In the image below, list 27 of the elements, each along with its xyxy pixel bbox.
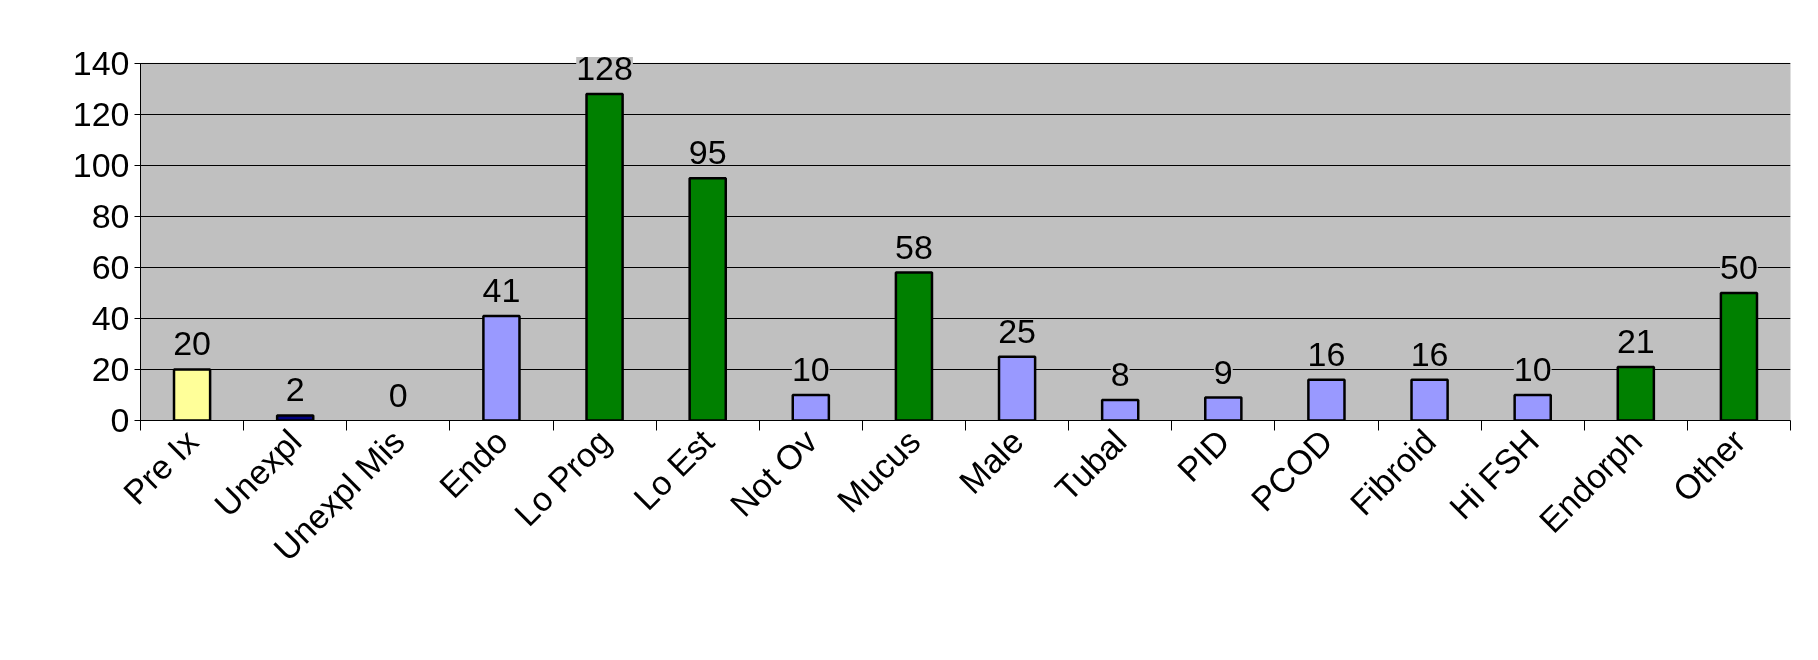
x-tick-label: Lo Est [626, 421, 722, 518]
data-label: 9 [1213, 352, 1233, 391]
y-tick-label: 100 [72, 145, 130, 184]
data-label: 50 [1720, 247, 1758, 286]
data-label: 58 [895, 227, 933, 266]
y-tick-label: 60 [91, 247, 130, 286]
data-label: 10 [1513, 349, 1552, 388]
data-label: 20 [173, 324, 211, 363]
data-label: 8 [1110, 355, 1130, 394]
data-label: 16 [1410, 334, 1449, 373]
data-label: 16 [1307, 334, 1346, 373]
data-label: 25 [998, 311, 1036, 350]
y-tick-label: 0 [110, 401, 130, 439]
data-label: 128 [576, 48, 633, 87]
data-label: 21 [1616, 321, 1655, 360]
x-tick-label: PID [1169, 422, 1237, 490]
y-tick-label: 140 [72, 43, 130, 82]
y-tick-label: 120 [72, 94, 130, 133]
data-label: 95 [688, 133, 727, 172]
y-tick-label: 80 [91, 196, 130, 235]
data-label: 10 [791, 349, 830, 388]
y-tick-label: 40 [91, 298, 130, 337]
y-tick-label: 20 [91, 349, 130, 388]
x-tick-label: Not Ov [722, 422, 825, 524]
data-label: 0 [388, 375, 408, 414]
data-label: 2 [285, 370, 305, 409]
data-label: 41 [482, 270, 521, 309]
